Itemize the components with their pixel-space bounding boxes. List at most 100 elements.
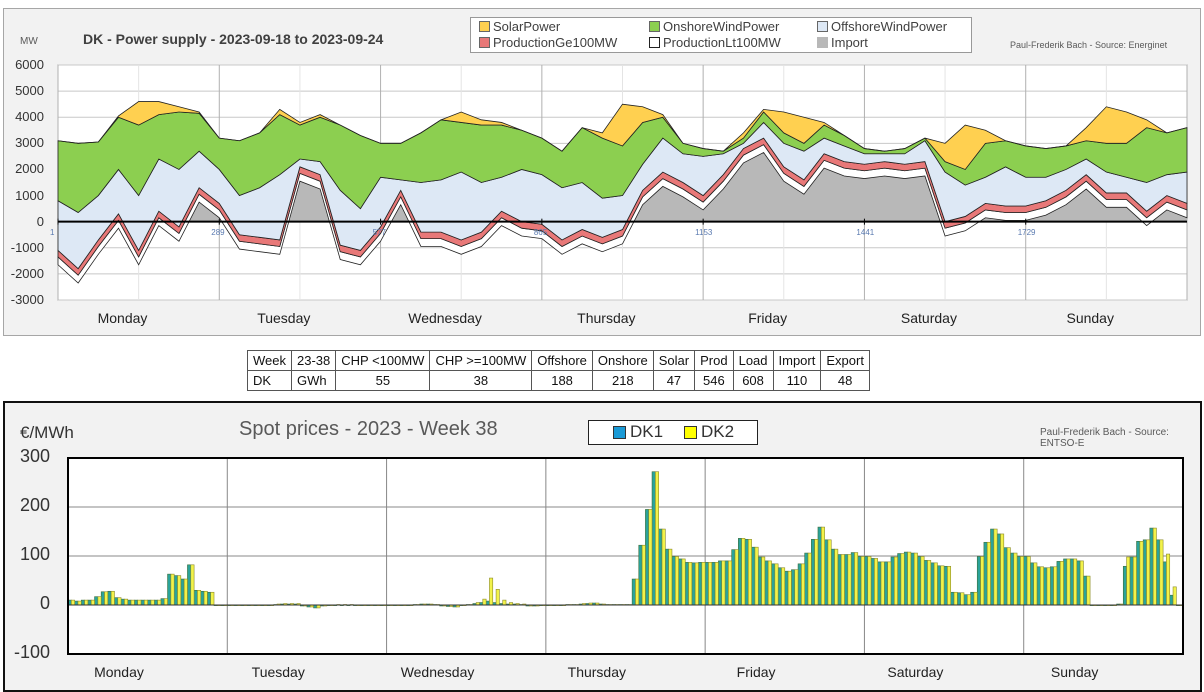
bar-dk1 xyxy=(930,562,935,606)
bar-dk2 xyxy=(502,599,507,606)
bar-dk1 xyxy=(903,551,908,606)
bar-dk2 xyxy=(130,599,135,606)
bar-dk1 xyxy=(1049,566,1054,606)
legend-lt100: ProductionLt100MW xyxy=(649,35,781,50)
bar-dk2 xyxy=(887,561,892,606)
table-cell: 47 xyxy=(652,370,696,391)
bar-dk1 xyxy=(983,541,988,606)
bar-dk1 xyxy=(207,591,211,606)
table-cell: 38 xyxy=(429,370,533,391)
bar-dk1 xyxy=(1016,556,1021,606)
y-tick-label: 3000 xyxy=(15,135,44,151)
bar-dk2 xyxy=(734,549,739,606)
bar-dk1 xyxy=(757,556,762,606)
table-cell: 55 xyxy=(335,370,431,391)
y-tick-label: 0 xyxy=(36,213,44,229)
bar-dk2 xyxy=(867,556,872,606)
bar-dk1 xyxy=(1162,561,1167,606)
bar-dk1 xyxy=(744,539,749,606)
bar-dk2 xyxy=(860,556,865,606)
bar-dk1 xyxy=(996,533,1001,606)
bar-dk1 xyxy=(864,556,869,606)
bar-dk2 xyxy=(993,528,998,606)
legend-onshore: OnshoreWindPower xyxy=(649,19,779,34)
bar-dk2 xyxy=(210,591,215,606)
bar-dk2 xyxy=(694,562,699,606)
bar-dk2 xyxy=(728,560,732,606)
bar-dk2 xyxy=(71,599,75,606)
day-label: Tuesday xyxy=(251,664,305,680)
bar-dk2 xyxy=(767,560,772,606)
bar-dk2 xyxy=(84,599,89,606)
bar-dk2 xyxy=(1053,566,1058,606)
bar-dk1 xyxy=(724,560,729,606)
bar-dk1 xyxy=(1149,527,1154,606)
bar-dk1 xyxy=(638,544,643,606)
x-tick-label: 1153 xyxy=(695,227,713,237)
table-cell: 110 xyxy=(772,370,822,391)
legend-label: ProductionLt100MW xyxy=(663,35,781,50)
bar-dk1 xyxy=(943,565,948,606)
bar-dk1 xyxy=(173,575,178,606)
bar-dk2 xyxy=(681,558,686,606)
bar-dk2 xyxy=(874,558,879,606)
table-cell: 546 xyxy=(694,370,734,391)
table-header-cell: Offshore xyxy=(531,350,593,371)
area-import xyxy=(58,152,1187,222)
bar-dk1 xyxy=(485,600,490,606)
bar-dk2 xyxy=(708,562,713,606)
bar-dk2 xyxy=(807,552,812,606)
bar-dk2 xyxy=(847,554,852,606)
legend-import: Import xyxy=(817,35,868,50)
legend-ge100: ProductionGe100MW xyxy=(479,35,617,50)
bar-dk2 xyxy=(489,577,494,606)
y-tick-label: 100 xyxy=(19,544,50,564)
bar-dk1 xyxy=(684,562,689,606)
bar-dk2 xyxy=(77,600,82,606)
bar-dk2 xyxy=(761,556,766,606)
bar-dk2 xyxy=(1026,556,1031,606)
bar-dk1 xyxy=(658,528,663,606)
bar-dk1 xyxy=(1076,560,1081,606)
bar-dk2 xyxy=(893,556,898,606)
bar-dk2 xyxy=(953,591,958,606)
bar-dk2 xyxy=(97,596,102,606)
bar-dk1 xyxy=(691,562,696,606)
bar-dk2 xyxy=(854,552,859,606)
bar-dk2 xyxy=(907,551,912,606)
bar-dk1 xyxy=(870,558,875,606)
bar-dk1 xyxy=(970,591,975,606)
legend-solar: SolarPower xyxy=(479,19,560,34)
legend-label: DK2 xyxy=(701,422,735,441)
bar-dk1 xyxy=(193,589,198,606)
bar-dk1 xyxy=(631,578,636,606)
bar-dk2 xyxy=(635,578,640,606)
bar-dk1 xyxy=(937,565,942,606)
bar-dk1 xyxy=(1030,562,1034,606)
bar-dk2 xyxy=(655,471,659,606)
bar-dk2 xyxy=(183,578,188,606)
x-tick-label: 865 xyxy=(533,227,548,237)
weekly-summary-table: Week 23-38 CHP <100MW CHP >=100MW Offshore On… xyxy=(247,350,870,391)
bar-dk2 xyxy=(933,562,938,606)
bar-dk1 xyxy=(1129,556,1134,606)
y-tick-label: 4000 xyxy=(15,109,44,125)
bar-dk1 xyxy=(153,599,158,606)
bar-dk2 xyxy=(787,570,792,606)
bar-dk2 xyxy=(177,575,182,606)
bar-dk2 xyxy=(170,573,175,606)
bar-dk1 xyxy=(957,592,961,606)
bar-dk1 xyxy=(850,552,855,606)
bar-dk1 xyxy=(751,546,756,606)
bar-dk1 xyxy=(771,563,776,606)
x-tick-label: 1441 xyxy=(856,227,875,237)
bar-dk2 xyxy=(1152,527,1157,606)
bar-dk2 xyxy=(820,526,825,606)
bar-dk1 xyxy=(80,599,85,606)
y-tick-label: 300 xyxy=(19,446,50,466)
bar-dk2 xyxy=(1139,540,1144,606)
bar-dk1 xyxy=(147,599,152,606)
x-tick-label: 1729 xyxy=(1017,227,1036,237)
day-label: Friday xyxy=(736,664,776,680)
bar-dk2 xyxy=(150,599,155,606)
